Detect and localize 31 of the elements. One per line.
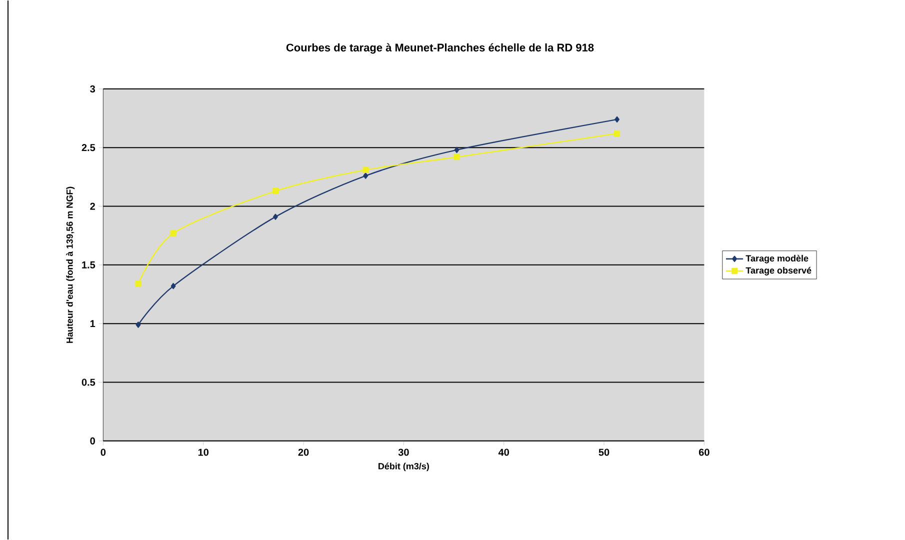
- legend-label: Tarage modèle: [746, 254, 808, 264]
- point: [170, 230, 176, 236]
- point: [272, 214, 278, 220]
- x-tick-label: 20: [298, 448, 309, 456]
- chart-title: Courbes de tarage à Meunet-Planches échelle de la RD 918: [286, 43, 594, 54]
- point: [454, 154, 460, 160]
- x-tick-label: 60: [698, 448, 710, 456]
- y-tick-label: 2.5: [82, 144, 96, 152]
- y-tick-label: 0: [90, 437, 95, 444]
- y-tick-label: 1.5: [82, 261, 96, 268]
- y-tick-label: 2: [90, 202, 95, 210]
- point: [614, 116, 620, 123]
- y-tick-label: 0.5: [82, 378, 96, 386]
- x-tick-label: 30: [398, 448, 409, 456]
- y-tick-label: 3: [90, 85, 96, 92]
- point: [272, 188, 279, 194]
- point: [136, 322, 141, 328]
- y-axis-title: Hauteur d'eau (fond à 139,56 m NGF): [66, 186, 75, 343]
- x-tick-label: 0: [100, 448, 106, 456]
- point: [454, 146, 460, 154]
- x-tick-label: 50: [598, 448, 610, 456]
- point: [362, 166, 369, 173]
- point: [170, 282, 176, 290]
- point: [363, 172, 368, 179]
- x-tick-label: 40: [498, 448, 509, 456]
- point: [135, 280, 142, 287]
- x-tick-label: 10: [198, 448, 209, 456]
- y-tick-label: 1: [90, 320, 96, 328]
- point: [614, 130, 620, 137]
- x-axis-title: Débit (m3/s): [378, 462, 429, 472]
- legend-label: Tarage observé: [746, 266, 812, 276]
